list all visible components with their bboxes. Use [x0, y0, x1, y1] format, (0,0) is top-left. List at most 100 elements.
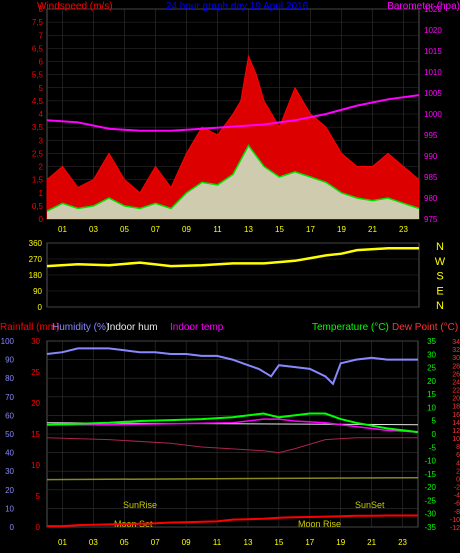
- wind-tick-label: 1,5: [32, 176, 44, 185]
- barometer-tick-label: 1020: [424, 26, 442, 35]
- x-tick-label: 13: [244, 225, 253, 234]
- barometer-tick-label: 1005: [424, 89, 442, 98]
- wind-tick-label: 5: [39, 84, 44, 93]
- x-tick-label: 11: [213, 225, 222, 234]
- dewpoint-tick-label: 10: [452, 436, 460, 443]
- humidity-tick-label: 20: [5, 486, 14, 495]
- temperature-line: [46, 412, 419, 434]
- dewpoint-tick-label: 26: [452, 371, 460, 378]
- temperature-tick-label: -25: [424, 496, 436, 505]
- barometer-tick-label: 990: [424, 152, 438, 161]
- x-tick-label: 09: [182, 225, 191, 234]
- compass-label: W: [435, 256, 446, 268]
- humidity-tick-label: 80: [5, 374, 14, 383]
- rain-tick-label: 0: [36, 523, 41, 532]
- humidity-tick-label: 90: [5, 356, 14, 365]
- temperature-tick-label: 10: [427, 403, 436, 412]
- wind-tick-label: 7: [39, 31, 44, 40]
- rain-tick-label: 25: [31, 368, 40, 377]
- x-tick-label-bottom: 23: [398, 538, 407, 547]
- x-tick-label-bottom: 17: [305, 538, 314, 547]
- legend-label: Indoor hum: [107, 322, 158, 333]
- humidity-tick-label: 60: [5, 411, 14, 420]
- wind-tick-label: 8: [39, 5, 44, 14]
- wind-average-area: [47, 145, 419, 219]
- dewpoint-tick-label: 8: [456, 444, 460, 451]
- x-tick-label-bottom: 15: [274, 538, 283, 547]
- dewpoint-tick-label: 22: [452, 388, 460, 395]
- legend-label: Dew Point (°C): [392, 322, 458, 333]
- dewpoint-tick-label: 16: [452, 412, 460, 419]
- dewpoint-tick-label: 24: [452, 379, 460, 386]
- wind-tick-label: 7,5: [32, 18, 44, 27]
- wind-tick-label: 4: [39, 110, 44, 119]
- dewpoint-tick-label: 20: [452, 396, 460, 403]
- x-tick-label-bottom: 03: [89, 538, 98, 547]
- x-tick-label: 05: [120, 225, 129, 234]
- sun-moon-annotation: SunRise: [123, 500, 157, 510]
- humidity-tick-label: 10: [5, 504, 14, 513]
- barometer-tick-label: 985: [424, 173, 438, 182]
- direction-tick-label: 180: [29, 271, 43, 280]
- sun-moon-annotation: SunSet: [355, 500, 385, 510]
- wind-direction-line: [46, 247, 419, 268]
- legend-label: Indoor temp: [170, 322, 224, 333]
- dewpoint-tick-label: 28: [452, 363, 460, 370]
- temperature-tick-label: 25: [427, 364, 436, 373]
- temperature-tick-label: 35: [427, 337, 436, 346]
- humidity-tick-label: 50: [5, 430, 14, 439]
- humidity-tick-label: 40: [5, 449, 14, 458]
- rainfall-line: [47, 514, 418, 528]
- x-tick-label: 03: [89, 225, 98, 234]
- barometer-tick-label: 1010: [424, 68, 442, 77]
- legend-label: Temperature (°C): [312, 322, 389, 333]
- wind-tick-label: 5,5: [32, 71, 44, 80]
- humidity-tick-label: 0: [10, 523, 15, 532]
- temperature-tick-label: -10: [424, 457, 436, 466]
- compass-label: S: [436, 271, 443, 283]
- wind-tick-label: 4,5: [32, 97, 44, 106]
- dewpoint-tick-label: -8: [454, 509, 460, 516]
- temperature-tick-label: -5: [429, 443, 437, 452]
- dewpoint-tick-label: 4: [456, 460, 460, 467]
- wind-tick-label: 0,5: [32, 202, 44, 211]
- direction-tick-label: 0: [38, 303, 43, 312]
- dewpoint-tick-label: -2: [454, 485, 460, 492]
- barometer-tick-label: 975: [424, 215, 438, 224]
- compass-label: E: [436, 285, 443, 297]
- humidity-tick-label: 100: [1, 337, 15, 346]
- barometer-tick-label: 1000: [424, 110, 442, 119]
- dewpoint-tick-label: 30: [452, 355, 460, 362]
- dewpoint-tick-label: 6: [456, 452, 460, 459]
- rain-tick-label: 15: [31, 430, 40, 439]
- compass-label: N: [436, 241, 444, 253]
- rain-tick-label: 10: [31, 461, 40, 470]
- x-tick-label: 23: [399, 225, 408, 234]
- dewpoint-tick-label: 18: [452, 404, 460, 411]
- wind-average-line: [46, 144, 420, 212]
- wind-tick-label: 2,5: [32, 149, 44, 158]
- wind-tick-label: 0: [39, 215, 44, 224]
- x-tick-label-bottom: 11: [213, 538, 222, 547]
- temperature-tick-label: 0: [432, 430, 437, 439]
- wind-tick-label: 2: [39, 163, 44, 172]
- x-tick-label: 19: [337, 225, 346, 234]
- temperature-tick-label: -20: [424, 483, 436, 492]
- rain-tick-label: 30: [31, 337, 40, 346]
- dewpoint-tick-label: 2: [456, 468, 460, 475]
- dewpoint-tick-label: 12: [452, 428, 460, 435]
- compass-label: N: [436, 300, 444, 312]
- x-tick-label-bottom: 07: [151, 538, 160, 547]
- wind-tick-label: 6,5: [32, 44, 44, 53]
- direction-tick-label: 360: [29, 239, 43, 248]
- wind-axis-title: Windspeed (m/s): [37, 1, 113, 12]
- x-tick-label: 21: [368, 225, 377, 234]
- x-tick-label: 07: [151, 225, 160, 234]
- wind-tick-label: 1: [39, 189, 44, 198]
- x-tick-label-bottom: 13: [244, 538, 253, 547]
- wind-tick-label: 6: [39, 58, 44, 67]
- x-tick-label-bottom: 05: [120, 538, 129, 547]
- x-tick-label: 01: [58, 225, 67, 234]
